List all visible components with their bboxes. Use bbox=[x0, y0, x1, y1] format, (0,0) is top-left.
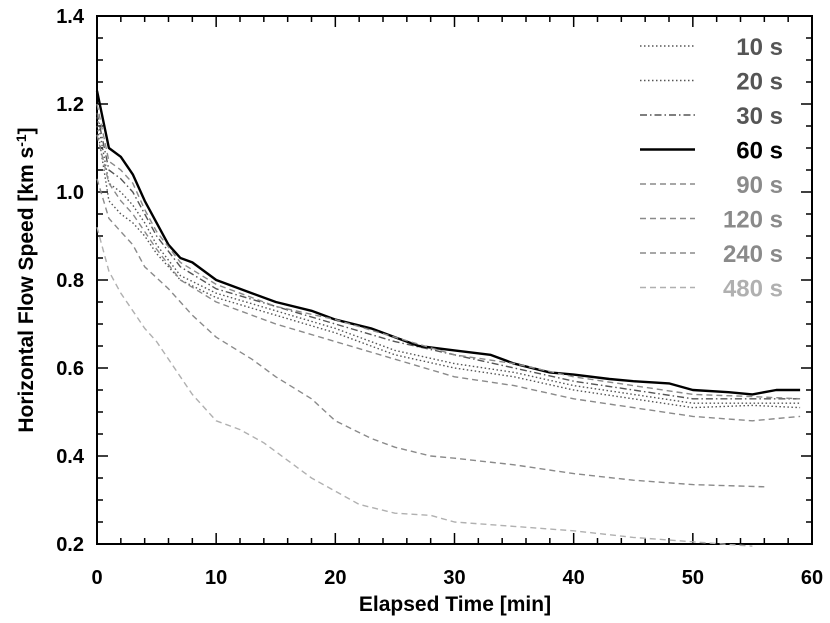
y-tick-label: 0.6 bbox=[56, 358, 84, 380]
series-line bbox=[96, 117, 801, 404]
x-tick-label: 20 bbox=[324, 567, 346, 589]
y-axis-tick-labels: 0.2 0.4 0.6 0.8 1.0 1.2 1.4 bbox=[56, 6, 85, 556]
series-line bbox=[96, 134, 801, 422]
y-tick-label: 1.2 bbox=[56, 94, 84, 116]
x-tick-label: 50 bbox=[682, 567, 704, 589]
x-tick-label: 10 bbox=[205, 567, 227, 589]
x-axis-tick-labels: 0 10 20 30 40 50 60 bbox=[91, 567, 823, 589]
series-line bbox=[96, 103, 801, 400]
axis-ticks bbox=[96, 15, 813, 545]
legend-label: 30 s bbox=[736, 103, 783, 130]
legend: 10 s 20 s 30 s 60 s 90 s 120 s 240 s 480 s bbox=[640, 34, 783, 303]
y-axis-title-main: Horizontal Flow Speed [km s bbox=[15, 147, 38, 433]
legend-label: 60 s bbox=[736, 138, 783, 165]
y-axis-title-end: ] bbox=[15, 127, 38, 134]
legend-label: 20 s bbox=[736, 69, 783, 96]
legend-label: 480 s bbox=[723, 276, 783, 303]
series-line bbox=[96, 112, 801, 400]
legend-label: 240 s bbox=[723, 241, 783, 268]
y-tick-label: 0.8 bbox=[56, 270, 84, 292]
series-line bbox=[96, 178, 765, 488]
y-axis-title-superscript: -1 bbox=[13, 134, 29, 147]
legend-label: 120 s bbox=[723, 207, 783, 234]
y-tick-label: 1.4 bbox=[56, 6, 85, 28]
series-line bbox=[96, 125, 801, 409]
x-tick-label: 30 bbox=[443, 567, 465, 589]
y-tick-label: 1.0 bbox=[56, 182, 84, 204]
legend-label: 10 s bbox=[736, 34, 783, 61]
y-tick-label: 0.2 bbox=[56, 534, 84, 556]
x-axis-title: Elapsed Time [min] bbox=[359, 593, 551, 616]
x-tick-label: 40 bbox=[563, 567, 585, 589]
plot-area-frame bbox=[96, 15, 813, 545]
x-tick-label: 0 bbox=[91, 567, 102, 589]
series-line bbox=[96, 227, 753, 547]
series-lines bbox=[95, 90, 801, 547]
series-line bbox=[95, 90, 801, 396]
y-tick-label: 0.4 bbox=[56, 446, 85, 468]
legend-label: 90 s bbox=[736, 172, 783, 199]
y-axis-title: Horizontal Flow Speed [km s-1] bbox=[13, 127, 38, 432]
x-tick-label: 60 bbox=[801, 567, 823, 589]
